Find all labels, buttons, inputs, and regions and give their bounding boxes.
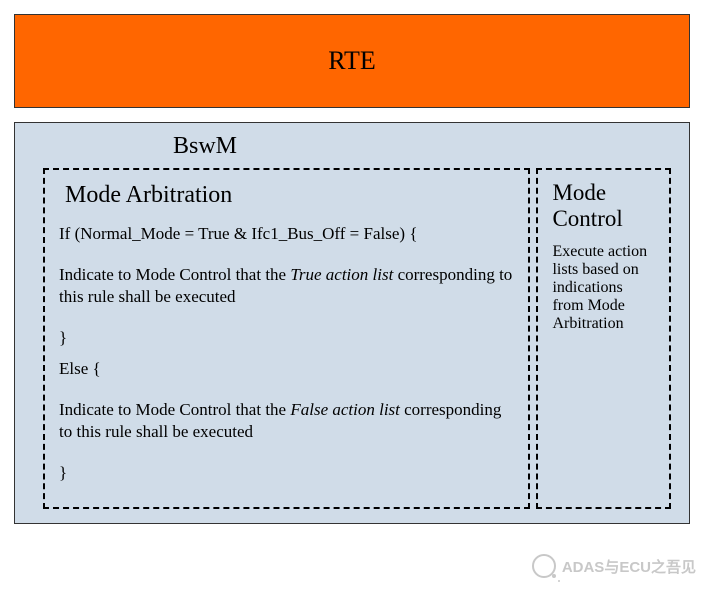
mode-arbitration-box: Mode Arbitration If (Normal_Mode = True … [43, 168, 530, 509]
bswm-inner-row: Mode Arbitration If (Normal_Mode = True … [15, 168, 689, 509]
bswm-label: BswM [45, 133, 365, 160]
bswm-block: BswM Mode Arbitration If (Normal_Mode = … [14, 122, 690, 524]
rte-block: RTE [14, 14, 690, 108]
rte-label: RTE [328, 46, 376, 76]
arb-close1: } [59, 327, 514, 348]
arb-close2: } [59, 462, 514, 483]
wechat-icon [532, 554, 556, 578]
mode-control-box: Mode Control Execute action lists based … [536, 168, 671, 509]
arb-true-line: Indicate to Mode Control that the True a… [59, 264, 514, 307]
mode-arbitration-title: Mode Arbitration [65, 182, 514, 209]
watermark: ADAS与ECU之吾见 [532, 554, 696, 578]
watermark-text: ADAS与ECU之吾见 [562, 556, 696, 577]
arb-false-line: Indicate to Mode Control that the False … [59, 399, 514, 442]
arb-if-line: If (Normal_Mode = True & Ifc1_Bus_Off = … [59, 223, 514, 244]
arb-else-line: Else { [59, 358, 514, 379]
mode-control-body: Execute action lists based on indication… [552, 243, 655, 333]
mode-control-title: Mode Control [552, 180, 655, 233]
